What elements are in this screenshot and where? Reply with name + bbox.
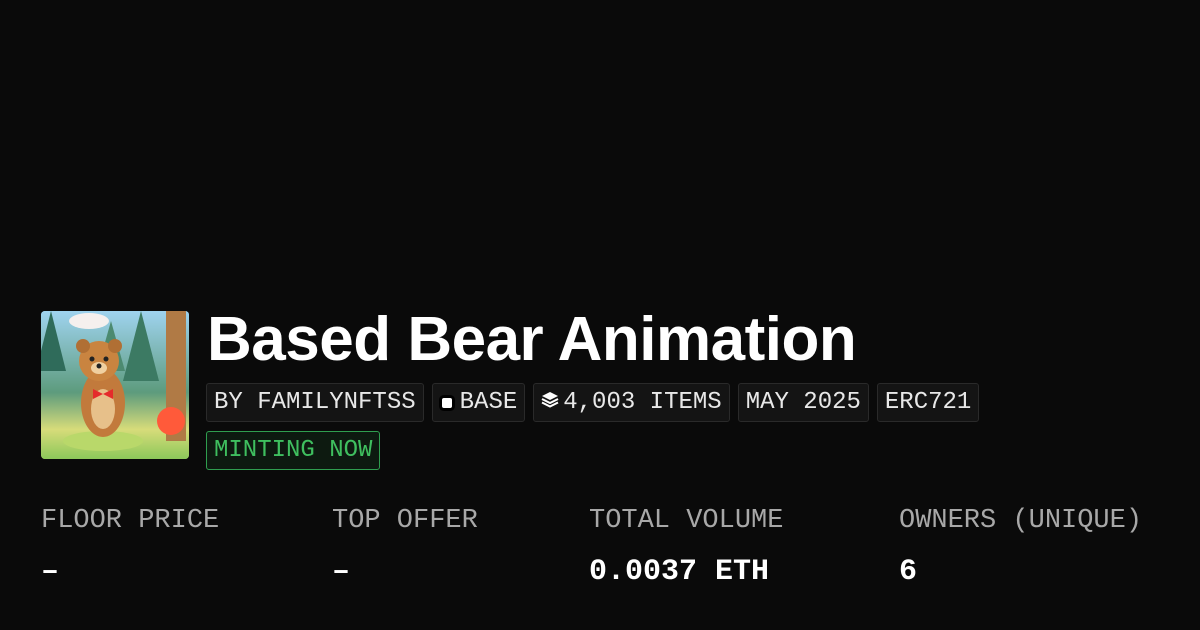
items-tag: 4,003 ITEMS: [533, 383, 730, 422]
standard-tag: ERC721: [876, 383, 980, 422]
chain-tag[interactable]: BASE: [431, 383, 526, 422]
stat-top-offer: TOP OFFER –: [332, 503, 478, 591]
stat-label: TOTAL VOLUME: [589, 506, 784, 536]
items-label: 4,003 ITEMS: [563, 389, 722, 416]
stat-value: 6: [899, 555, 918, 589]
stat-label: FLOOR PRICE: [41, 506, 220, 536]
base-chain-icon: [441, 397, 452, 408]
stat-value: 0.0037 ETH: [589, 555, 770, 589]
collection-image: [41, 311, 189, 459]
layers-icon: [541, 384, 559, 421]
stat-floor-price: FLOOR PRICE –: [41, 503, 219, 591]
date-tag: MAY 2025: [737, 383, 869, 422]
minting-status-badge: MINTING NOW: [206, 431, 381, 470]
stat-value: –: [41, 555, 60, 589]
stat-label: OWNERS (UNIQUE): [899, 506, 1143, 536]
collection-tags: BY FAMILYNFTSS BASE 4,003 ITEMS MAY 2025…: [206, 383, 980, 422]
creator-tag[interactable]: BY FAMILYNFTSS: [206, 383, 424, 422]
stat-owners: OWNERS (UNIQUE) 6: [899, 503, 1142, 591]
stat-label: TOP OFFER: [332, 506, 478, 536]
chain-label: BASE: [459, 389, 518, 416]
collection-title: Based Bear Animation: [207, 305, 857, 374]
stat-total-volume: TOTAL VOLUME 0.0037 ETH: [589, 503, 783, 591]
bear-illustration: [41, 311, 189, 459]
date-label: MAY 2025: [745, 389, 861, 416]
creator-label: BY FAMILYNFTSS: [214, 389, 416, 416]
stat-value: –: [332, 555, 351, 589]
standard-label: ERC721: [884, 389, 972, 416]
